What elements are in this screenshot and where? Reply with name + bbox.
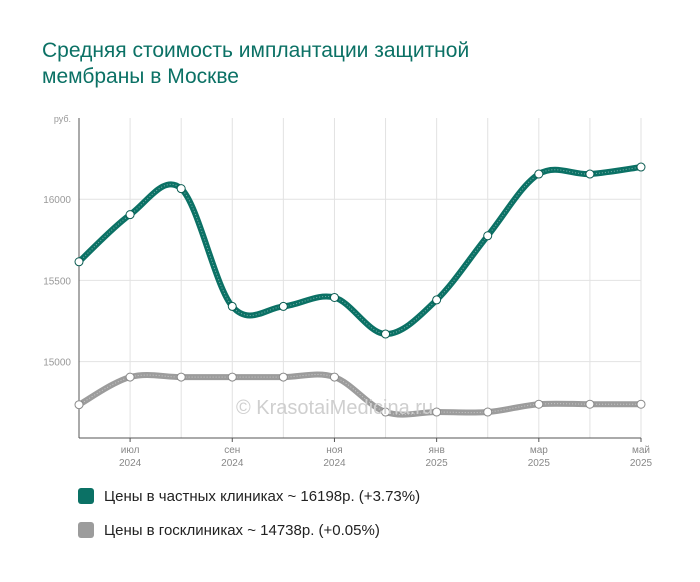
data-point[interactable] [176, 184, 186, 194]
x-tick-label-month: май [632, 445, 650, 456]
y-unit-label: руб. [54, 114, 71, 124]
data-point[interactable] [176, 372, 186, 382]
legend-swatch-private [78, 488, 94, 504]
data-point[interactable] [227, 372, 237, 382]
data-point[interactable] [125, 372, 135, 382]
data-point[interactable] [329, 372, 339, 382]
data-point[interactable] [74, 400, 84, 410]
data-point[interactable] [329, 292, 339, 302]
data-point[interactable] [278, 372, 288, 382]
data-point[interactable] [432, 407, 442, 417]
x-tick-label-month: сен [224, 445, 240, 456]
data-point[interactable] [585, 399, 595, 409]
data-points [74, 162, 646, 417]
watermark: © KrasotaiMedicina.ru [236, 397, 434, 419]
x-tick-label-month: янв [429, 445, 445, 456]
data-point[interactable] [432, 295, 442, 305]
chart-title-line-1: Средняя стоимость имплантации защитной [42, 39, 470, 62]
series-lines [76, 164, 644, 418]
series-line-texture-1 [78, 374, 641, 416]
gridlines [78, 118, 642, 438]
chart-title: Средняя стоимость имплантации защитной м… [42, 38, 642, 90]
legend-label-public: Цены в госклиниках ~ 14738р. (+0.05%) [104, 522, 380, 539]
x-tick-label-year: 2024 [323, 458, 346, 469]
legend-label-private: Цены в частных клиниках ~ 16198р. (+3.73… [104, 488, 421, 505]
y-tick-label: 15500 [43, 276, 71, 287]
x-tick-label-year: 2025 [630, 458, 653, 469]
y-tick-label: 15000 [43, 358, 71, 369]
data-point[interactable] [227, 301, 237, 311]
data-point[interactable] [534, 169, 544, 179]
series-line-0 [76, 164, 644, 338]
data-point[interactable] [585, 169, 595, 179]
data-point[interactable] [534, 399, 544, 409]
data-point[interactable] [278, 301, 288, 311]
data-point[interactable] [483, 407, 493, 417]
axes: 15000 15500 16000 руб. июл 2024 сен 2024 ноя 2024… [43, 114, 652, 469]
data-point[interactable] [483, 231, 493, 241]
x-tick-label-month: ноя [326, 445, 343, 456]
data-point[interactable] [636, 399, 646, 409]
legend-swatch-public [78, 522, 94, 538]
chart-title-line-2: мембраны в Москве [42, 65, 239, 88]
x-tick-label-year: 2025 [426, 458, 449, 469]
x-tick-label-year: 2024 [221, 458, 244, 469]
x-tick-label-month: мар [530, 445, 548, 456]
data-point[interactable] [74, 257, 84, 267]
x-tick-label-month: июл [121, 445, 140, 456]
x-tick-label-year: 2024 [119, 458, 142, 469]
series-line-texture-0 [78, 166, 642, 335]
y-tick-label: 16000 [43, 195, 71, 206]
x-tick-label-year: 2025 [528, 458, 551, 469]
data-point[interactable] [381, 407, 391, 417]
data-point[interactable] [125, 210, 135, 220]
data-point[interactable] [381, 329, 391, 339]
data-point[interactable] [636, 162, 646, 172]
